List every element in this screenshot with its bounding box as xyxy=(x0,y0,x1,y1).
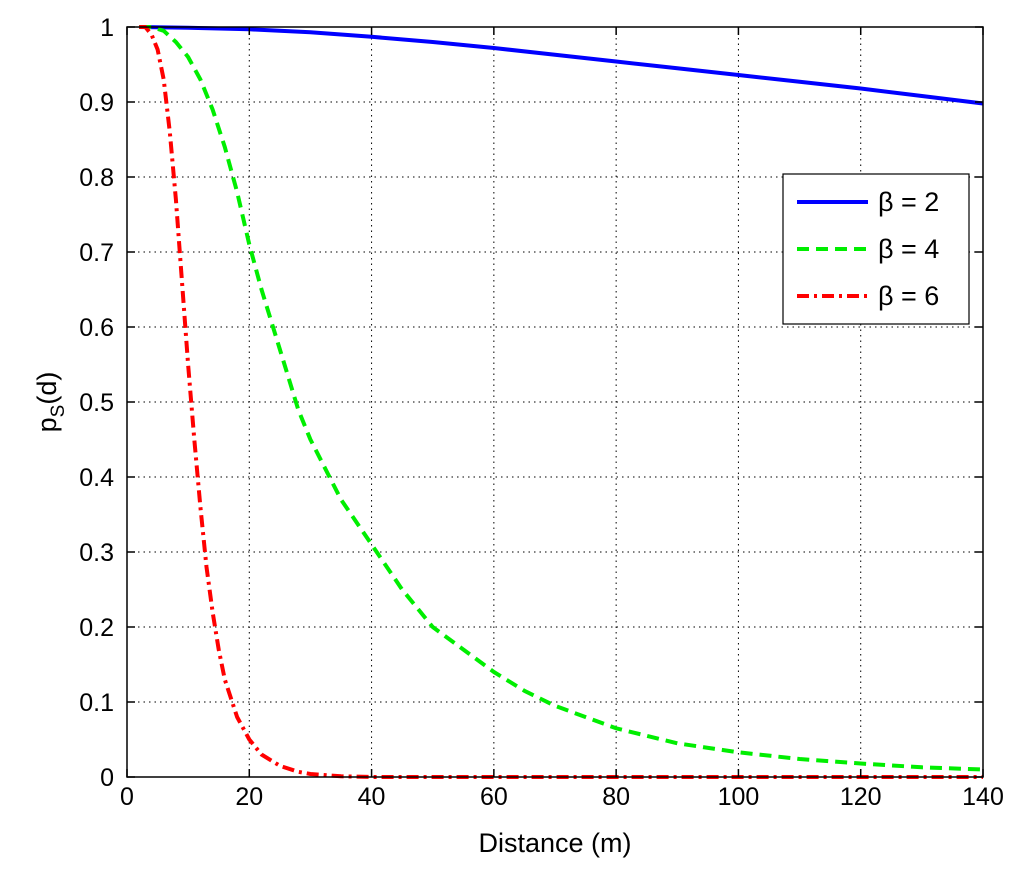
y-tick-label: 0.9 xyxy=(79,89,114,117)
legend-label-beta-2: β = 2 xyxy=(878,187,939,217)
y-axis-label-main: p xyxy=(32,417,62,432)
y-tick-label: 0.7 xyxy=(79,239,114,267)
tick-labels: 0 20 40 60 80 100 120 140 0 0.1 0.2 0.3 0.4 0.5 0.6 0.7… xyxy=(79,14,1004,811)
y-axis-label-tail: (d) xyxy=(32,372,62,405)
svg-text:pS(d): pS(d) xyxy=(32,372,69,433)
y-tick-label: 0.1 xyxy=(79,689,114,717)
grid xyxy=(127,27,983,777)
legend-box xyxy=(782,173,970,325)
legend: β = 2 β = 4 β = 6 xyxy=(782,173,970,325)
x-tick-label: 80 xyxy=(602,783,630,811)
legend-label-beta-6: β = 6 xyxy=(878,281,939,311)
x-tick-label: 60 xyxy=(480,783,508,811)
x-tick-label: 20 xyxy=(235,783,263,811)
plot-background xyxy=(127,27,983,777)
x-tick-label: 0 xyxy=(120,783,134,811)
y-tick-label: 0.5 xyxy=(79,389,114,417)
ticks xyxy=(126,26,984,778)
y-tick-label: 0 xyxy=(100,764,114,792)
y-axis-label: pS(d) xyxy=(32,372,69,433)
y-tick-label: 1 xyxy=(100,14,114,42)
y-tick-label: 0.3 xyxy=(79,539,114,567)
x-tick-label: 100 xyxy=(718,783,760,811)
x-axis-label: Distance (m) xyxy=(478,828,631,858)
y-axis-label-sub: S xyxy=(48,405,69,418)
legend-label-beta-4: β = 4 xyxy=(878,234,939,264)
y-tick-label: 0.6 xyxy=(79,314,114,342)
y-tick-label: 0.2 xyxy=(79,614,114,642)
x-tick-label: 40 xyxy=(358,783,386,811)
x-tick-label: 140 xyxy=(962,783,1004,811)
y-tick-label: 0.8 xyxy=(79,164,114,192)
y-tick-label: 0.4 xyxy=(79,464,114,492)
series-line-beta-4 xyxy=(139,25,984,772)
x-tick-label: 120 xyxy=(840,783,882,811)
series-line-beta-2 xyxy=(139,25,984,106)
